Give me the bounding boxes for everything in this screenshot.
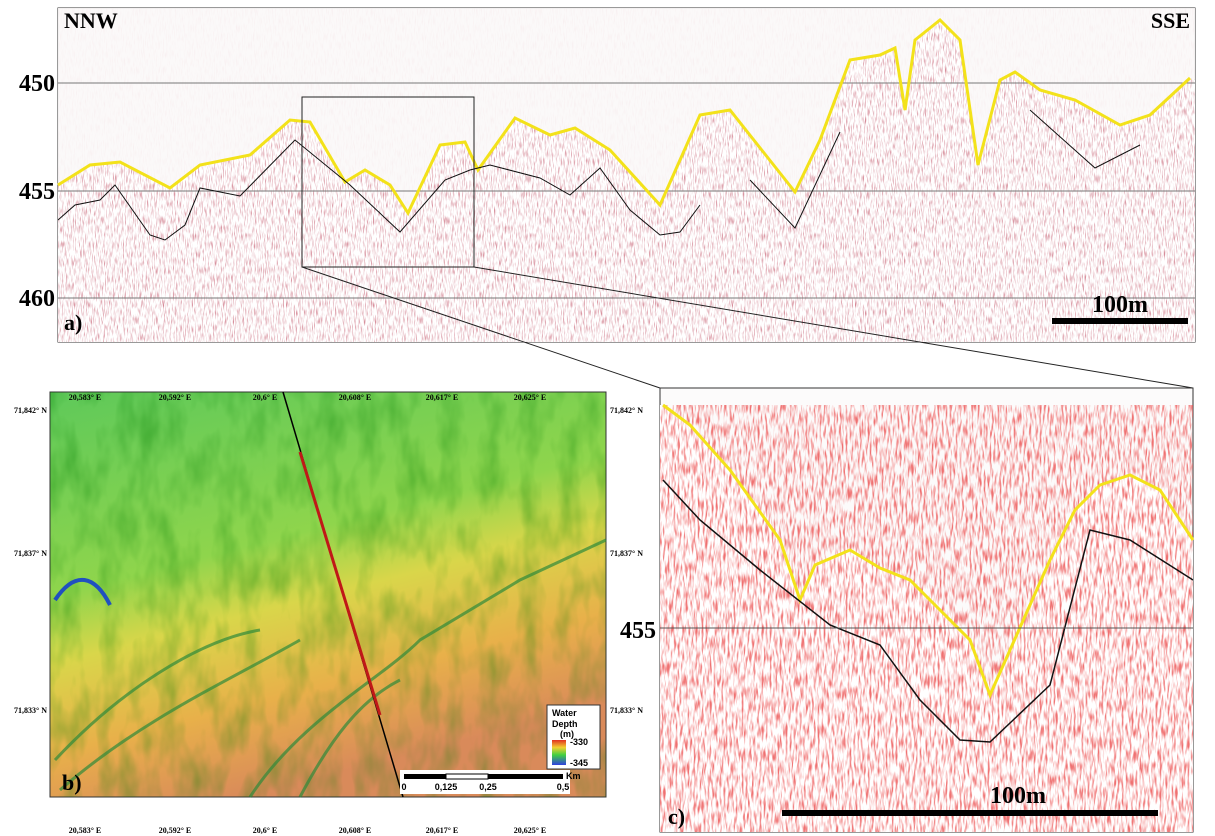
scale-tick-label: 0,5 (557, 782, 570, 792)
scale-label: 100m (1092, 292, 1148, 318)
scale-unit: Km (566, 771, 581, 781)
legend-title: Water (552, 708, 577, 718)
latitude-label: 71,837° N (610, 549, 643, 558)
latitude-label: 71,842° N (14, 406, 47, 415)
panel-label: a) (64, 310, 82, 335)
longitude-label: 20,625° E (514, 826, 547, 835)
scale-tick-label: 0,25 (479, 782, 497, 792)
scale-segment (488, 774, 563, 779)
longitude-label: 20,617° E (426, 826, 459, 835)
depth-label: 455 (19, 179, 55, 205)
scale-segment (404, 774, 446, 779)
longitude-label: 20,592° E (159, 826, 192, 835)
legend-colorbar (552, 740, 566, 765)
legend-title: Depth (552, 719, 578, 729)
latitude-label: 71,833° N (14, 706, 47, 715)
depth-label: 460 (19, 286, 55, 312)
longitude-label: 20,6° E (253, 393, 278, 402)
longitude-label: 20,6° E (253, 826, 278, 835)
panel-label: c) (668, 804, 685, 829)
depth-label: 450 (19, 71, 55, 97)
longitude-label: 20,617° E (426, 393, 459, 402)
scale-bar (1052, 318, 1188, 324)
longitude-label: 20,608° E (339, 393, 372, 402)
longitude-label: 20,583° E (69, 393, 102, 402)
figure-canvas: NNW SSE 450 455 460 a) 100m Water Depth … (0, 0, 1215, 836)
scale-label: 100m (990, 783, 1046, 809)
panel-a: NNW SSE 450 455 460 a) 100m (19, 8, 1195, 342)
figure: NNW SSE 450 455 460 a) 100m Water Depth … (0, 0, 1215, 836)
depth-label: 455 (620, 618, 656, 644)
scale-segment (446, 774, 488, 779)
latitude-label: 71,842° N (610, 406, 643, 415)
longitude-label: 20,592° E (159, 393, 192, 402)
scale-bar (782, 810, 1158, 816)
longitude-label: 20,625° E (514, 393, 547, 402)
legend-max: -330 (570, 737, 588, 747)
latitude-label: 71,833° N (610, 706, 643, 715)
scale-tick-label: 0,125 (435, 782, 458, 792)
panel-c: 455 100m c) (620, 388, 1193, 832)
panel-label: b) (62, 770, 82, 795)
legend-min: -345 (570, 758, 588, 768)
latitude-label: 71,837° N (14, 549, 47, 558)
longitude-label: 20,608° E (339, 826, 372, 835)
panel-b: Water Depth (m) -330 -345 0 0,125 0,25 0… (50, 392, 606, 797)
scale-tick-label: 0 (401, 782, 406, 792)
direction-label: NNW (64, 8, 118, 33)
longitude-label: 20,583° E (69, 826, 102, 835)
direction-label: SSE (1151, 8, 1190, 33)
